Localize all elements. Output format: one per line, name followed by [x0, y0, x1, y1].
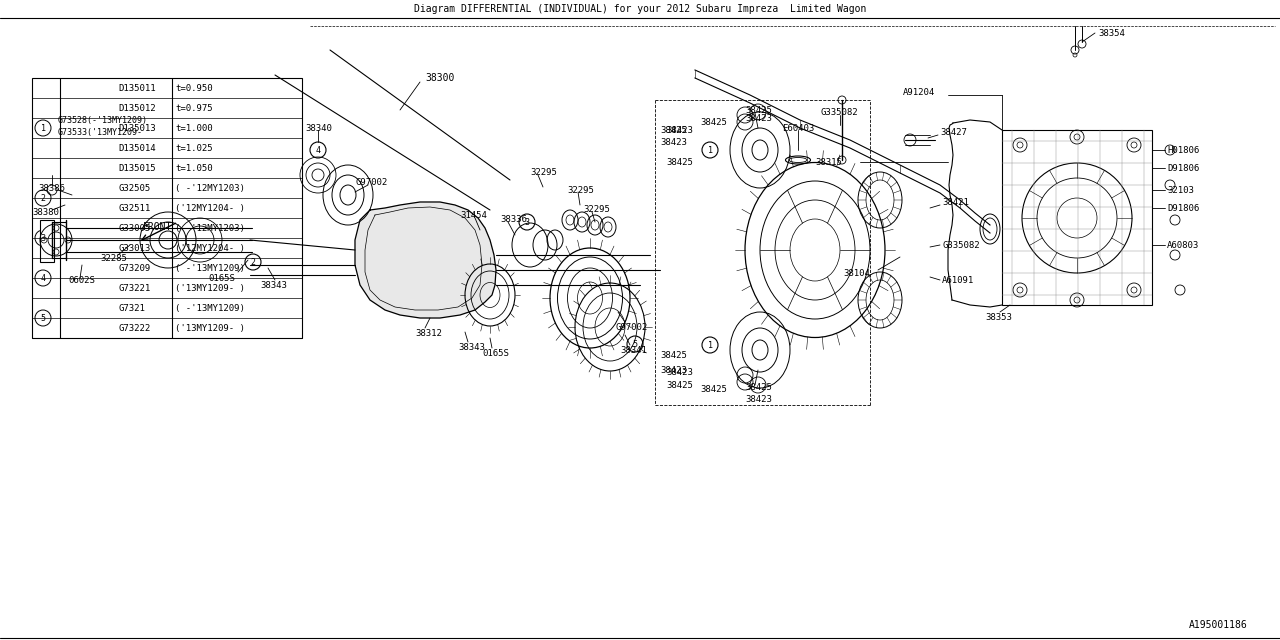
Text: 38425: 38425 [700, 385, 727, 394]
Text: 38425: 38425 [666, 381, 692, 390]
Text: 1: 1 [708, 145, 713, 154]
Text: ('12MY1204- ): ('12MY1204- ) [175, 204, 244, 212]
Text: 38427: 38427 [940, 127, 966, 136]
Text: 38423: 38423 [660, 138, 687, 147]
Text: 38423: 38423 [666, 367, 692, 376]
Text: t=1.050: t=1.050 [175, 163, 212, 173]
Text: 0602S: 0602S [68, 275, 95, 285]
Text: 1: 1 [708, 340, 713, 349]
Text: G33005: G33005 [118, 223, 150, 232]
Text: 38336: 38336 [500, 214, 527, 223]
Text: 3: 3 [525, 218, 530, 227]
Text: A195001186: A195001186 [1189, 620, 1248, 630]
Text: D91806: D91806 [1167, 163, 1199, 173]
Text: 38425: 38425 [660, 125, 687, 134]
Text: ( -'12MY1203): ( -'12MY1203) [175, 184, 244, 193]
Bar [1002, 130, 1152, 305]
Text: A61091: A61091 [942, 275, 974, 285]
Text: 38312: 38312 [415, 328, 442, 337]
Text: 1: 1 [41, 124, 46, 132]
Text: 38425: 38425 [745, 383, 772, 392]
Text: 5: 5 [632, 339, 637, 349]
Text: ('13MY1209- ): ('13MY1209- ) [175, 284, 244, 292]
Text: A60803: A60803 [1167, 241, 1199, 250]
Text: FRONT: FRONT [143, 222, 173, 232]
Text: G73533('13MY1209-: G73533('13MY1209- [58, 127, 143, 136]
Text: 4: 4 [315, 145, 320, 154]
Text: Diagram DIFFERENTIAL (INDIVIDUAL) for your 2012 Subaru Impreza  Limited Wagon: Diagram DIFFERENTIAL (INDIVIDUAL) for yo… [413, 4, 867, 14]
Text: 38354: 38354 [1098, 29, 1125, 38]
Text: 38423: 38423 [660, 365, 687, 374]
Text: 32103: 32103 [1167, 186, 1194, 195]
Text: G73528(-'13MY1209): G73528(-'13MY1209) [58, 115, 148, 125]
Text: 38423: 38423 [745, 113, 772, 122]
Text: A91204: A91204 [902, 88, 934, 97]
Text: 0165S: 0165S [483, 349, 509, 358]
Text: G335082: G335082 [820, 108, 858, 116]
Text: D135011: D135011 [118, 83, 156, 93]
Text: 4: 4 [41, 273, 46, 282]
Text: t=1.025: t=1.025 [175, 143, 212, 152]
Text: 38300: 38300 [425, 73, 454, 83]
Text: 38425: 38425 [700, 118, 727, 127]
Text: 38423: 38423 [745, 396, 772, 404]
Text: H01806: H01806 [1167, 145, 1199, 154]
Text: G7321: G7321 [118, 303, 145, 312]
Text: G335082: G335082 [942, 241, 979, 250]
Text: 38386: 38386 [38, 184, 65, 193]
Text: G32505: G32505 [118, 184, 150, 193]
Text: D135012: D135012 [118, 104, 156, 113]
Bar [32, 78, 302, 338]
Text: 38353: 38353 [986, 312, 1012, 321]
Text: 2: 2 [251, 257, 256, 266]
Text: 38341: 38341 [620, 346, 646, 355]
Text: G73221: G73221 [118, 284, 150, 292]
Text: 32295: 32295 [530, 168, 557, 177]
Text: t=1.000: t=1.000 [175, 124, 212, 132]
Text: G33013: G33013 [118, 243, 150, 253]
Text: 38423: 38423 [666, 125, 692, 134]
Text: 0165S: 0165S [209, 273, 234, 282]
Text: 2: 2 [41, 193, 46, 202]
Text: 38425: 38425 [660, 351, 687, 360]
Text: 31454: 31454 [460, 211, 486, 220]
Text: 3: 3 [41, 234, 46, 243]
Text: 38343: 38343 [260, 280, 287, 289]
Text: D135015: D135015 [118, 163, 156, 173]
Text: 38425: 38425 [666, 157, 692, 166]
Polygon shape [355, 202, 497, 318]
Text: 38104: 38104 [844, 269, 870, 278]
Text: G73222: G73222 [118, 323, 150, 333]
Text: t=0.950: t=0.950 [175, 83, 212, 93]
Bar [40, 220, 54, 262]
Text: 38315: 38315 [815, 157, 842, 166]
Text: 38425: 38425 [745, 106, 772, 115]
Text: G73209: G73209 [118, 264, 150, 273]
Text: D91806: D91806 [1167, 204, 1199, 212]
Text: 32295: 32295 [567, 186, 594, 195]
Text: ( -'12MY1203): ( -'12MY1203) [175, 223, 244, 232]
Text: 32285: 32285 [100, 253, 127, 262]
Text: ('12MY1204- ): ('12MY1204- ) [175, 243, 244, 253]
Text: t=0.975: t=0.975 [175, 104, 212, 113]
Text: ( -'13MY1209): ( -'13MY1209) [175, 264, 244, 273]
Text: 38380: 38380 [32, 207, 59, 216]
Text: G97002: G97002 [355, 177, 388, 186]
Text: 38421: 38421 [942, 198, 969, 207]
Text: ( -'13MY1209): ( -'13MY1209) [175, 303, 244, 312]
Text: 38343: 38343 [458, 342, 485, 351]
Text: E60403: E60403 [782, 124, 814, 132]
Text: 5: 5 [41, 314, 46, 323]
Text: D135013: D135013 [118, 124, 156, 132]
Text: G32511: G32511 [118, 204, 150, 212]
Text: ('13MY1209- ): ('13MY1209- ) [175, 323, 244, 333]
Text: G97002: G97002 [614, 323, 648, 332]
Text: 32295: 32295 [582, 205, 609, 214]
Text: 38340: 38340 [305, 124, 332, 132]
Text: D135014: D135014 [118, 143, 156, 152]
